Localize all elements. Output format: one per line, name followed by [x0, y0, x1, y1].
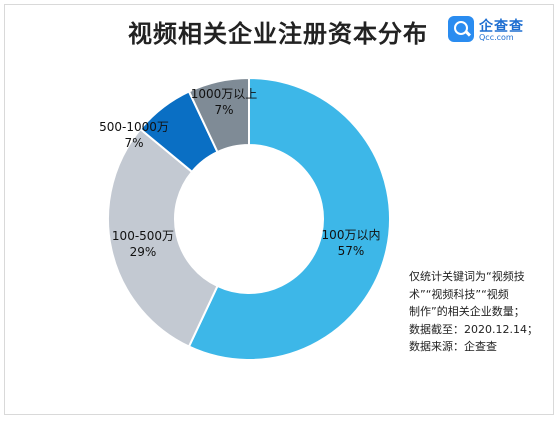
footnote-line-3: 制作”的相关企业数量； — [409, 305, 525, 318]
footnote: 仅统计关键词为“视频技 术”“视频科技”“视频 制作”的相关企业数量； 数据截至… — [409, 268, 549, 356]
footnote-line-5: 数据来源：企查查 — [409, 340, 497, 353]
slice-1 — [187, 76, 391, 361]
logo-domain: Qcc.com — [479, 33, 514, 42]
chart-title: 视频相关企业注册资本分布 — [128, 20, 428, 48]
slice-3-value-label: 7% — [124, 136, 143, 150]
slice-4-value-label: 7% — [214, 103, 233, 117]
slice-2-category-label: 100-500万 — [112, 229, 174, 243]
magnifier-icon — [448, 16, 474, 42]
slice-2-value-label: 29% — [130, 245, 157, 259]
slice-4 — [187, 76, 250, 154]
chart-frame — [4, 4, 554, 415]
footnote-line-2: 术”“视频科技”“视频 — [409, 287, 509, 301]
slice-1-value-label: 57% — [338, 244, 365, 258]
footnote-line-4: 数据截至：2020.12.14； — [409, 322, 538, 336]
slice-3-category-label: 500-1000万 — [99, 120, 169, 134]
slice-1-category-label: 100万以内 — [322, 228, 381, 242]
footnote-line-1: 仅统计关键词为“视频技 — [409, 270, 525, 283]
slice-2 — [107, 127, 219, 348]
slice-4-category-label: 1000万以上 — [191, 87, 258, 101]
qcc-logo: 企查查 Qcc.com — [448, 16, 548, 44]
logo-name: 企查查 — [479, 19, 524, 35]
